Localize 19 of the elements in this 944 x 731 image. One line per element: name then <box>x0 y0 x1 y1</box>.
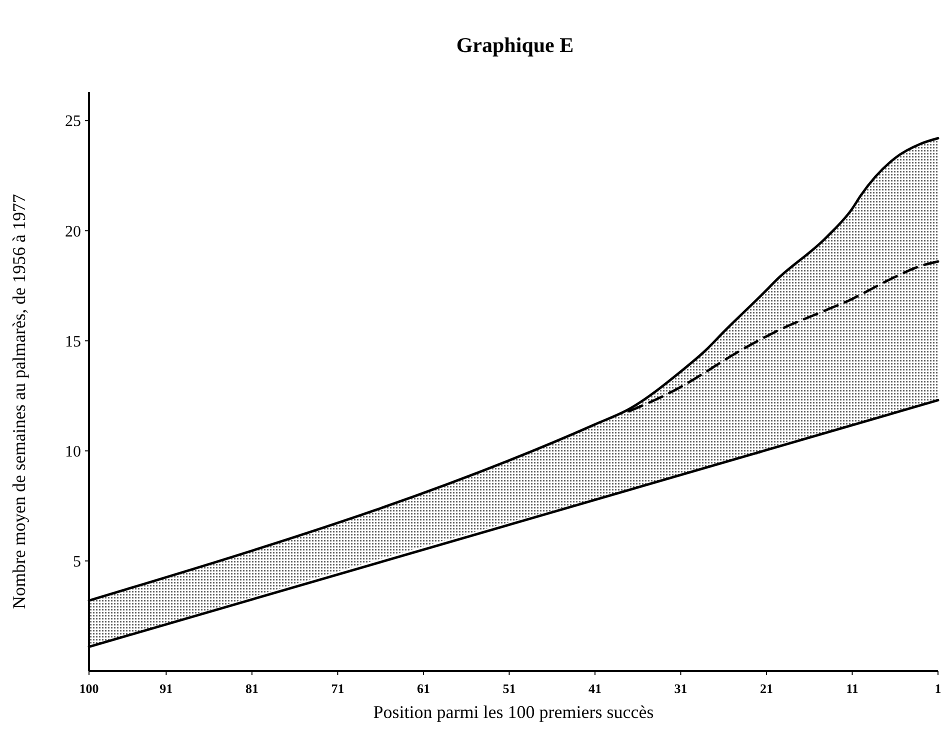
chart-title: Graphique E <box>456 33 574 57</box>
y-axis-title: Nombre moyen de semaines au palmarès, de 1956 à 1977 <box>9 194 29 609</box>
y-tick-label: 5 <box>73 554 81 571</box>
x-tick-label: 1 <box>934 681 942 696</box>
y-tick-label: 20 <box>65 223 81 240</box>
x-tick-label: 71 <box>331 681 344 696</box>
x-tick-label: 11 <box>846 681 858 696</box>
x-tick-label: 100 <box>79 681 99 696</box>
y-tick-label: 15 <box>65 333 81 350</box>
x-tick-label: 91 <box>160 681 173 696</box>
x-tick-label: 61 <box>416 681 430 696</box>
x-axis-title: Position parmi les 100 premiers succès <box>373 702 654 722</box>
y-tick-label: 25 <box>65 113 81 130</box>
x-tick-label: 21 <box>760 681 773 696</box>
x-tick-label: 41 <box>588 681 602 696</box>
y-tick-label: 10 <box>65 443 81 460</box>
x-tick-label: 51 <box>502 681 516 696</box>
x-tick-label: 31 <box>674 681 688 696</box>
x-tick-label: 81 <box>245 681 258 696</box>
